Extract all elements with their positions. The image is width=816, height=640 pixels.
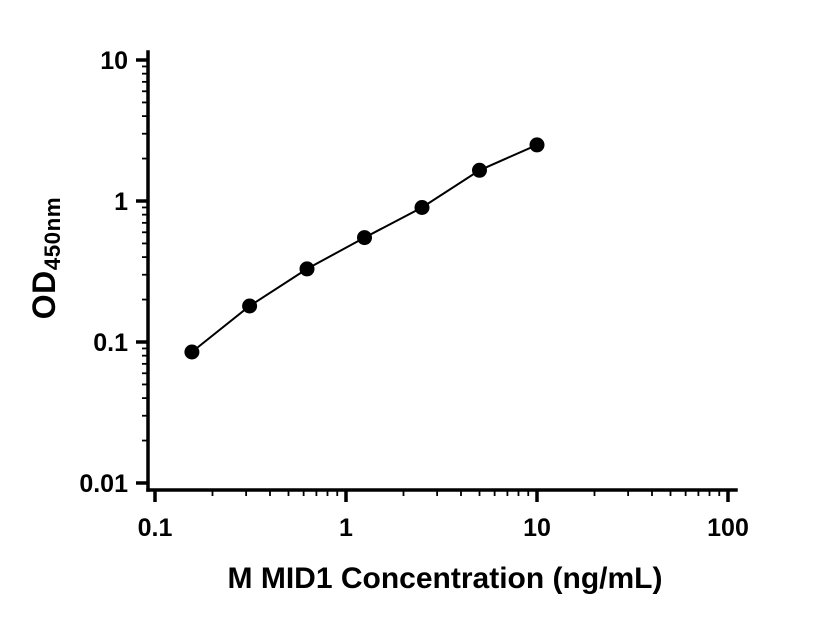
- data-point-marker: [184, 344, 200, 360]
- data-point-marker: [242, 298, 258, 314]
- data-point-marker: [299, 261, 315, 277]
- series-standard-curve: [184, 137, 545, 360]
- axes: [146, 50, 738, 492]
- tick-labels: 0.01 0.1 1 10 0.1 1 10 100: [79, 47, 749, 542]
- y-tick-label: 10: [100, 47, 128, 75]
- y-axis-title-main: OD: [26, 270, 63, 320]
- x-tick-label: 10: [523, 514, 551, 542]
- y-tick-label: 1: [114, 188, 128, 216]
- y-axis-title-sub: 450nm: [39, 196, 65, 271]
- x-axis-title: M MID1 Concentration (ng/mL): [227, 562, 663, 595]
- data-point-marker: [472, 162, 487, 178]
- series-line: [191, 143, 538, 353]
- y-tick-label: 0.01: [79, 470, 128, 498]
- x-tick-label: 0.1: [138, 514, 173, 542]
- data-point-marker: [529, 137, 545, 153]
- data-point-marker: [357, 230, 372, 246]
- y-tick-label: 0.1: [93, 329, 128, 357]
- axis-ticks: [136, 58, 730, 502]
- x-tick-label: 1: [339, 514, 353, 542]
- x-tick-label: 100: [707, 514, 749, 542]
- data-point-marker: [414, 200, 430, 215]
- y-axis-title: OD450nm: [26, 197, 66, 319]
